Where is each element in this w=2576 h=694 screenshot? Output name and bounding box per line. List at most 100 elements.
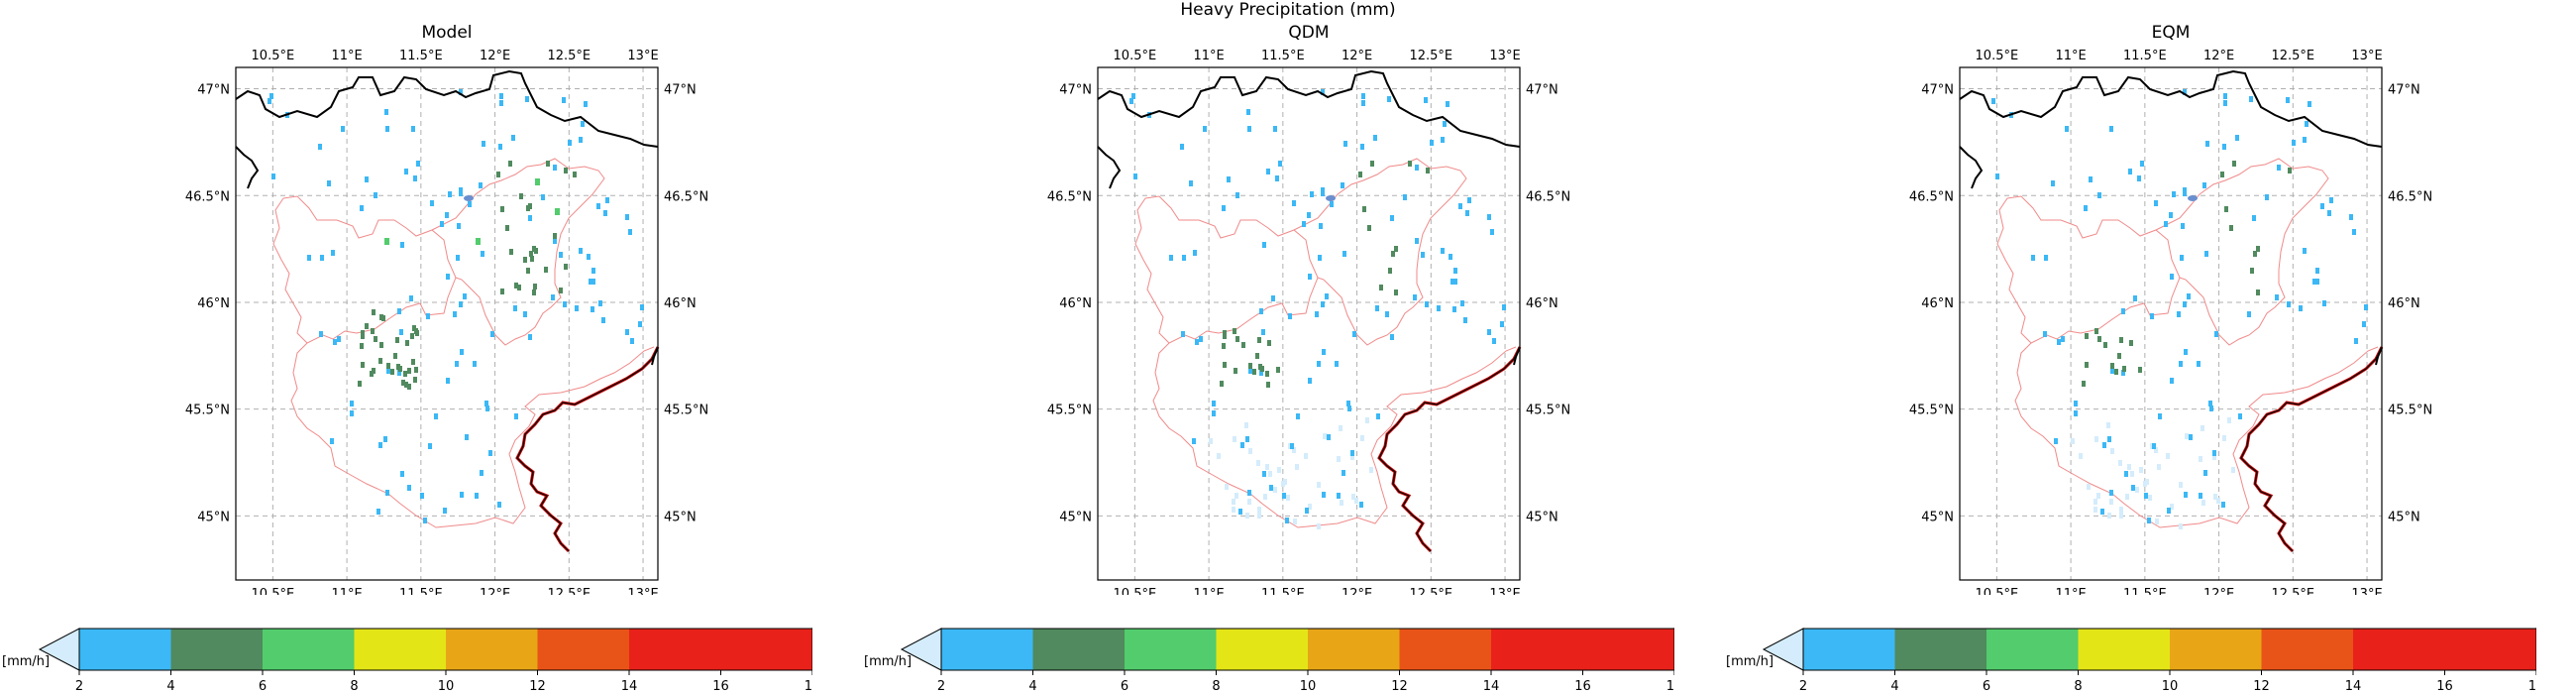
precip-cell: [2247, 311, 2251, 317]
precip-cell: [2135, 487, 2139, 493]
precip-cell: [1325, 293, 1329, 299]
precip-cell: [400, 242, 404, 248]
precip-cell: [1327, 434, 1331, 440]
precip-cell: [386, 368, 390, 374]
precip-cell: [2100, 509, 2104, 515]
precip-cell: [498, 144, 502, 150]
precip-cell: [2107, 436, 2111, 442]
lon-tick-label: 12.5°E: [1409, 587, 1452, 595]
precip-cell: [508, 161, 512, 167]
precip-cell: [2102, 442, 2106, 448]
precip-cell: [457, 223, 461, 229]
region-border: [1134, 197, 1170, 344]
coastline: [2240, 346, 2383, 552]
precip-cell: [1347, 405, 1351, 411]
precip-cell: [500, 289, 504, 294]
precip-cell: [400, 471, 404, 477]
precip-cell: [1257, 337, 1261, 343]
precip-cell: [2054, 438, 2058, 444]
lagoon-coast: [515, 346, 660, 553]
lat-tick-label: 46°N: [1526, 296, 1558, 311]
precip-cell: [2106, 422, 2110, 428]
precip-cell: [1437, 305, 1441, 311]
precip-cell: [416, 161, 420, 167]
precip-cell: [2275, 294, 2279, 300]
precip-cell: [2043, 331, 2047, 337]
precip-cell: [1281, 481, 1285, 487]
precip-cell: [1257, 513, 1261, 519]
precip-cell: [603, 210, 607, 216]
precip-cell: [360, 205, 364, 211]
precip-cell: [2143, 481, 2147, 487]
panel-title: Model: [421, 23, 473, 43]
lat-tick-label: 45.5°N: [1909, 404, 1954, 418]
precip-cell: [395, 337, 399, 343]
colorbar-tick-label: 12: [529, 679, 546, 694]
precip-cell: [1492, 338, 1496, 344]
precip-cell: [1367, 225, 1371, 231]
precip-cell: [1360, 435, 1364, 441]
colorbar-tick-label: 18: [805, 679, 812, 694]
precip-cell: [1262, 471, 1266, 477]
precip-cell: [1269, 485, 1273, 491]
colorbar-bin: [2261, 629, 2353, 670]
precip-cell: [333, 339, 337, 345]
precip-cell: [2121, 370, 2125, 376]
precip-cell: [2110, 363, 2114, 369]
precip-cell: [2308, 101, 2311, 107]
precip-cell: [2119, 513, 2123, 519]
precip-cell: [1487, 329, 1491, 335]
precip-cell: [463, 293, 467, 299]
lat-tick-label: 46°N: [664, 296, 697, 311]
precip-cell: [598, 300, 602, 306]
precip-cell: [499, 100, 503, 106]
precip-cell: [2202, 182, 2206, 188]
precip-cell: [1131, 93, 1135, 99]
precip-cell: [358, 381, 362, 387]
lat-tick-label: 45°N: [197, 510, 230, 524]
precip-cell: [1350, 454, 1354, 460]
precip-cell: [2222, 435, 2226, 441]
lon-tick-label: 11°E: [1193, 49, 1224, 63]
precip-cell: [399, 329, 403, 335]
precip-cell: [2117, 353, 2121, 359]
colorbar-tick-label: 2: [75, 679, 83, 694]
precip-cell: [2103, 342, 2107, 348]
precip-cell: [428, 443, 432, 449]
precip-cell: [1248, 363, 1252, 369]
precip-cell: [331, 250, 335, 256]
colorbar-tick-label: 10: [1300, 679, 1317, 694]
precip-cell: [1343, 141, 1347, 147]
precip-cell: [500, 206, 504, 212]
precip-cell: [1286, 495, 1290, 501]
precip-cell: [1315, 311, 1319, 317]
colorbar-tick-label: 2: [937, 679, 945, 694]
precip-cell: [1359, 502, 1363, 508]
precip-cell: [374, 192, 377, 198]
precip-cell: [397, 308, 401, 314]
precip-cell: [445, 212, 449, 218]
precip-cell: [482, 141, 485, 147]
precip-cell: [526, 205, 530, 211]
lon-tick-label: 11.5°E: [1261, 49, 1305, 63]
precip-cell: [551, 294, 555, 300]
lon-tick-label: 12.5°E: [547, 49, 590, 63]
precip-cell: [1500, 321, 1504, 327]
precip-cell: [1323, 433, 1327, 439]
map-plot: 10.5°E 10.5°E 11°E 11°E 11.5°E 11.5°E 12°E 12°E…: [1047, 49, 1570, 595]
precip-cell: [2094, 328, 2098, 334]
colorbar: 2 4 6 8 10 12 14 16 18: [1762, 628, 2536, 694]
precip-cell: [350, 410, 354, 416]
precip-cell: [2238, 413, 2242, 419]
precip-cell: [596, 203, 600, 209]
precip-cell: [2364, 304, 2368, 310]
coastline: [651, 346, 659, 366]
lon-tick-label: 11°E: [1193, 587, 1224, 595]
lon-tick-label: 13°E: [627, 49, 658, 63]
precip-cell: [605, 197, 609, 203]
lon-tick-label: 12.5°E: [2271, 49, 2314, 63]
precip-cell: [1502, 304, 1506, 310]
precip-cell: [1403, 194, 1407, 200]
precip-cell: [2223, 93, 2227, 99]
lon-tick-label: 12°E: [1342, 49, 1372, 63]
